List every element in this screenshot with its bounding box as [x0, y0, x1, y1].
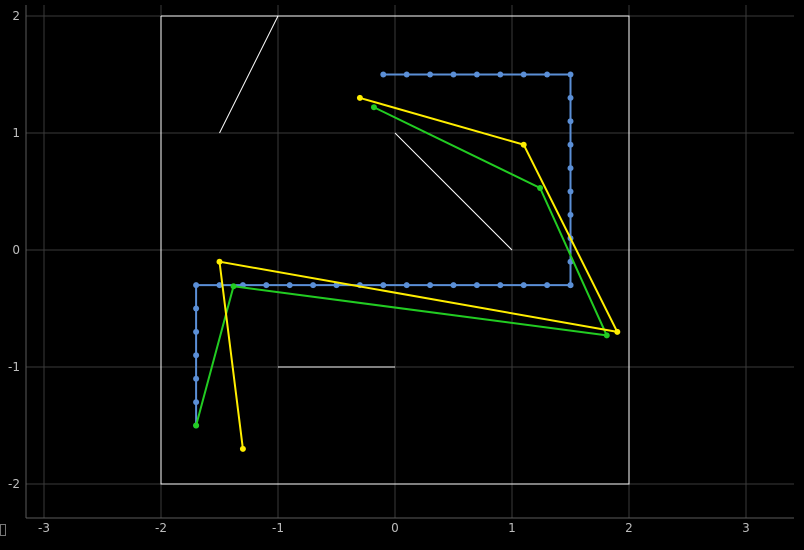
- blue-series-point: [567, 71, 574, 78]
- series-layer: [193, 71, 621, 452]
- x-tick-label: 0: [391, 521, 399, 535]
- white-segment: [219, 15, 279, 134]
- yellow-series-point: [239, 445, 246, 452]
- blue-series-point: [567, 165, 574, 172]
- corner-glyph-icon: [0, 524, 6, 536]
- blue-series-point: [520, 282, 527, 289]
- tick-labels: -3 -2 -1 0 1 2 3 -2 -1 0 1 2: [8, 9, 750, 535]
- green-series-point: [370, 104, 377, 111]
- blue-series-point: [473, 282, 480, 289]
- y-tick-label: -2: [8, 477, 20, 491]
- white-rectangle: [160, 15, 630, 485]
- white-shapes: [160, 15, 630, 485]
- blue-series-point: [193, 305, 200, 312]
- green-series-point: [230, 283, 237, 290]
- blue-series-point: [427, 71, 434, 78]
- blue-series-point: [567, 188, 574, 195]
- blue-series-point: [193, 282, 200, 289]
- x-tick-label: 3: [742, 521, 750, 535]
- y-tick-label: 2: [12, 9, 20, 23]
- blue-series-point: [403, 282, 410, 289]
- blue-series-point: [567, 141, 574, 148]
- x-tick-label: -1: [272, 521, 284, 535]
- blue-series-point: [473, 71, 480, 78]
- yellow-series-point: [216, 258, 223, 265]
- blue-series-point: [567, 282, 574, 289]
- x-tick-label: -3: [38, 521, 50, 535]
- green-series-point: [603, 332, 610, 339]
- y-tick-label: -1: [8, 360, 20, 374]
- blue-series-point: [544, 71, 551, 78]
- blue-series-point: [427, 282, 434, 289]
- blue-series-point: [520, 71, 527, 78]
- blue-series-point: [193, 375, 200, 382]
- blue-series-point: [263, 282, 270, 289]
- x-tick-label: -2: [155, 521, 167, 535]
- blue-series-point: [193, 399, 200, 406]
- white-segment: [394, 132, 513, 251]
- blue-series-point: [216, 282, 223, 289]
- blue-series-point: [403, 71, 410, 78]
- blue-series-point: [450, 282, 457, 289]
- blue-series-point: [567, 94, 574, 101]
- blue-series-point: [193, 352, 200, 359]
- blue-series-point: [497, 71, 504, 78]
- y-tick-label: 1: [12, 126, 20, 140]
- yellow-series-point: [614, 328, 621, 335]
- blue-series-point: [544, 282, 551, 289]
- axis-frame: [25, 5, 794, 519]
- yellow-series-point: [520, 141, 527, 148]
- blue-series-line: [195, 73, 572, 426]
- blue-series-point: [567, 118, 574, 125]
- blue-series-point: [310, 282, 317, 289]
- blue-series-point: [380, 282, 387, 289]
- blue-series-point: [193, 328, 200, 335]
- x-tick-label: 1: [508, 521, 516, 535]
- y-tick-label: 0: [12, 243, 20, 257]
- x-tick-label: 2: [625, 521, 633, 535]
- blue-series-point: [286, 282, 293, 289]
- green-series-point: [193, 422, 200, 429]
- yellow-series-point: [356, 94, 363, 101]
- blue-series-point: [380, 71, 387, 78]
- blue-series-point: [567, 211, 574, 218]
- blue-series-point: [497, 282, 504, 289]
- blue-series-point: [450, 71, 457, 78]
- green-series-point: [537, 184, 544, 191]
